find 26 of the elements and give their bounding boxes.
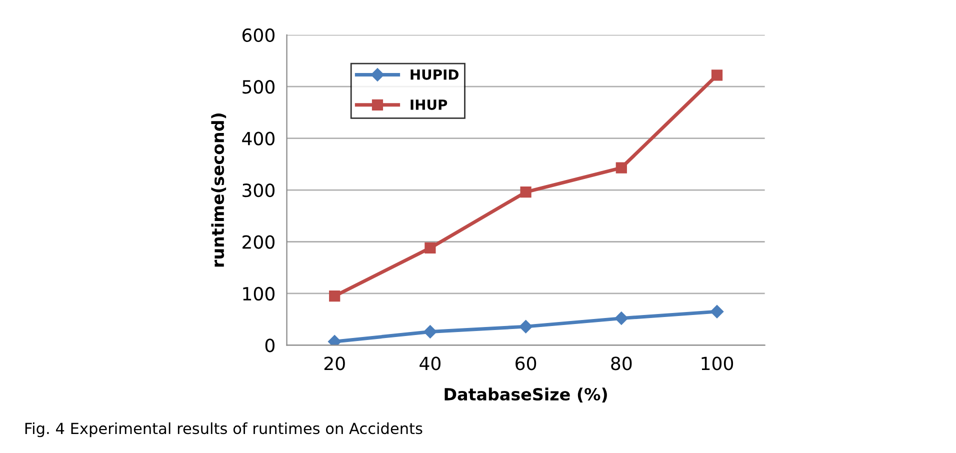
y-tick-label: 400: [242, 132, 274, 146]
y-tick-label: 0: [265, 338, 274, 352]
legend-label: IHUP: [410, 100, 448, 110]
x-tick-label: 100: [702, 356, 734, 370]
point: [614, 312, 628, 325]
y-axis-title: runtime(second): [211, 114, 226, 267]
point: [424, 325, 437, 338]
caption: Fig. 4 Experimental results of runtimes on Accidents: [25, 422, 422, 438]
x-tick-label: 40: [420, 356, 440, 370]
point: [616, 162, 627, 174]
point: [711, 70, 723, 81]
y-tick-label: 300: [242, 183, 274, 198]
point: [520, 186, 532, 198]
x-axis-title: DatabaseSize (%): [444, 388, 607, 403]
y-tick-label: 500: [242, 80, 274, 94]
point: [710, 304, 724, 318]
y-tick-label: 600: [242, 28, 274, 42]
x-tick-label: 20: [324, 356, 345, 370]
x-tick-label: 60: [516, 356, 536, 370]
y-tick-label: 200: [242, 235, 274, 249]
y-tick-label: 100: [243, 286, 274, 301]
point: [329, 290, 340, 302]
legend-label: HUPID: [410, 70, 458, 80]
point: [424, 242, 436, 254]
x-tick-label: 80: [611, 356, 632, 370]
point: [519, 320, 532, 334]
